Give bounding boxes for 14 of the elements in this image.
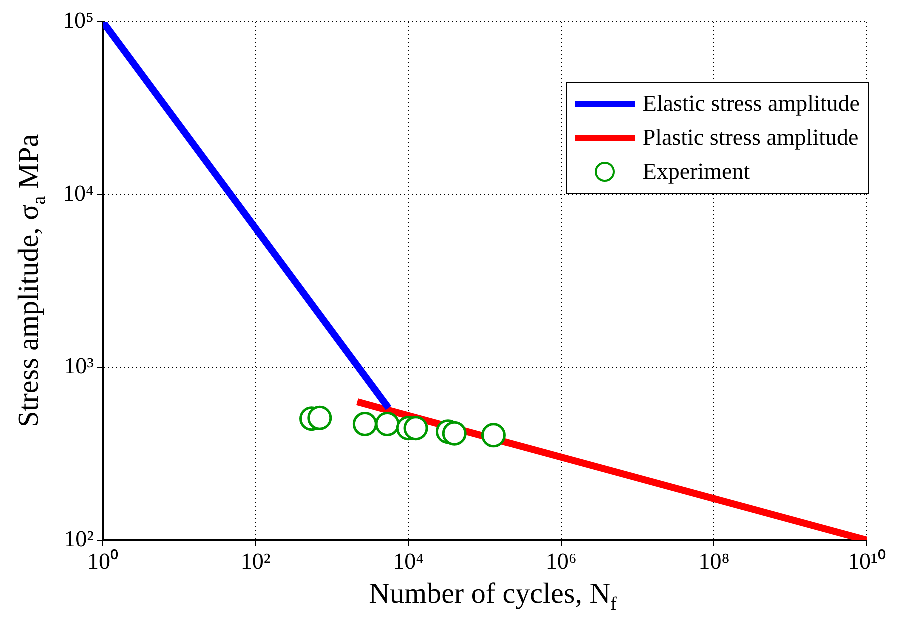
x-axis-title: Number of cycles, N$_{f}$ [368, 578, 618, 616]
x-tick-label: 10⁶ [546, 549, 577, 574]
y-tick-label: 10⁵ [62, 8, 94, 34]
legend-label: Experiment [642, 159, 750, 185]
y-tick-label: 10³ [64, 354, 94, 379]
y-tick-label: 10⁴ [62, 180, 94, 206]
x-tick-label: 10¹⁰ [848, 549, 886, 574]
legend-label: Plastic stress amplitude [642, 125, 859, 151]
x-tick-label: 10⁰ [88, 549, 119, 574]
y-tick-label: 10² [64, 526, 94, 552]
x-tick-label: 10² [240, 549, 271, 574]
x-tick-label: 10⁴ [393, 549, 424, 574]
legend-label: Elastic stress amplitude [642, 91, 860, 117]
x-tick-label: 10⁸ [698, 549, 730, 574]
